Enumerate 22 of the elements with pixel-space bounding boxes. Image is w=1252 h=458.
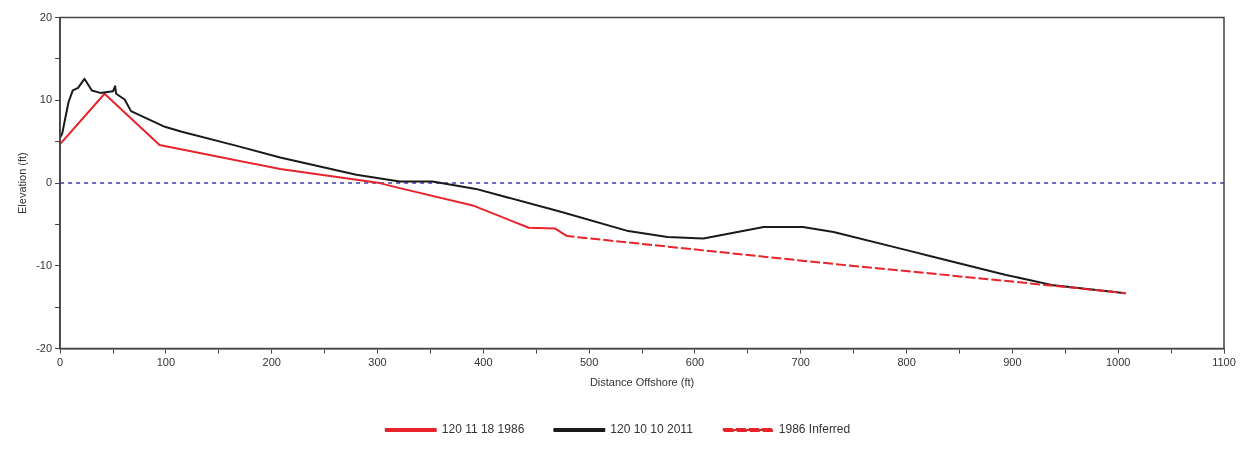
x-tick-label: 500 bbox=[579, 356, 599, 369]
x-tick-label: 1100 bbox=[1212, 356, 1236, 369]
x-axis-title: Distance Offshore (ft) bbox=[589, 376, 695, 389]
legend-label: 120 10 10 2011 bbox=[610, 422, 694, 437]
legend-label: 1986 Inferred bbox=[778, 422, 851, 437]
x-tick-label: 0 bbox=[57, 356, 64, 369]
x-tick-label: 900 bbox=[1003, 356, 1022, 369]
y-tick-label: 10 bbox=[39, 93, 53, 106]
x-tick-label: 100 bbox=[156, 356, 176, 369]
x-tick-label: 200 bbox=[262, 356, 281, 369]
x-tick-label: 300 bbox=[368, 356, 387, 369]
x-tick-label: 600 bbox=[685, 356, 705, 369]
y-tick-label: 20 bbox=[39, 10, 53, 23]
y-tick-label: -20 bbox=[36, 341, 53, 354]
x-tick-label: 400 bbox=[474, 356, 493, 369]
y-axis-title: Elevation (ft) bbox=[15, 152, 28, 214]
y-tick-label: -10 bbox=[36, 258, 53, 271]
x-tick-label: 1000 bbox=[1105, 356, 1131, 369]
x-tick-label: 700 bbox=[791, 356, 810, 369]
y-tick-label: 0 bbox=[45, 176, 53, 189]
x-tick-label: 800 bbox=[897, 356, 916, 369]
legend-label: 120 11 18 1986 bbox=[441, 422, 525, 437]
